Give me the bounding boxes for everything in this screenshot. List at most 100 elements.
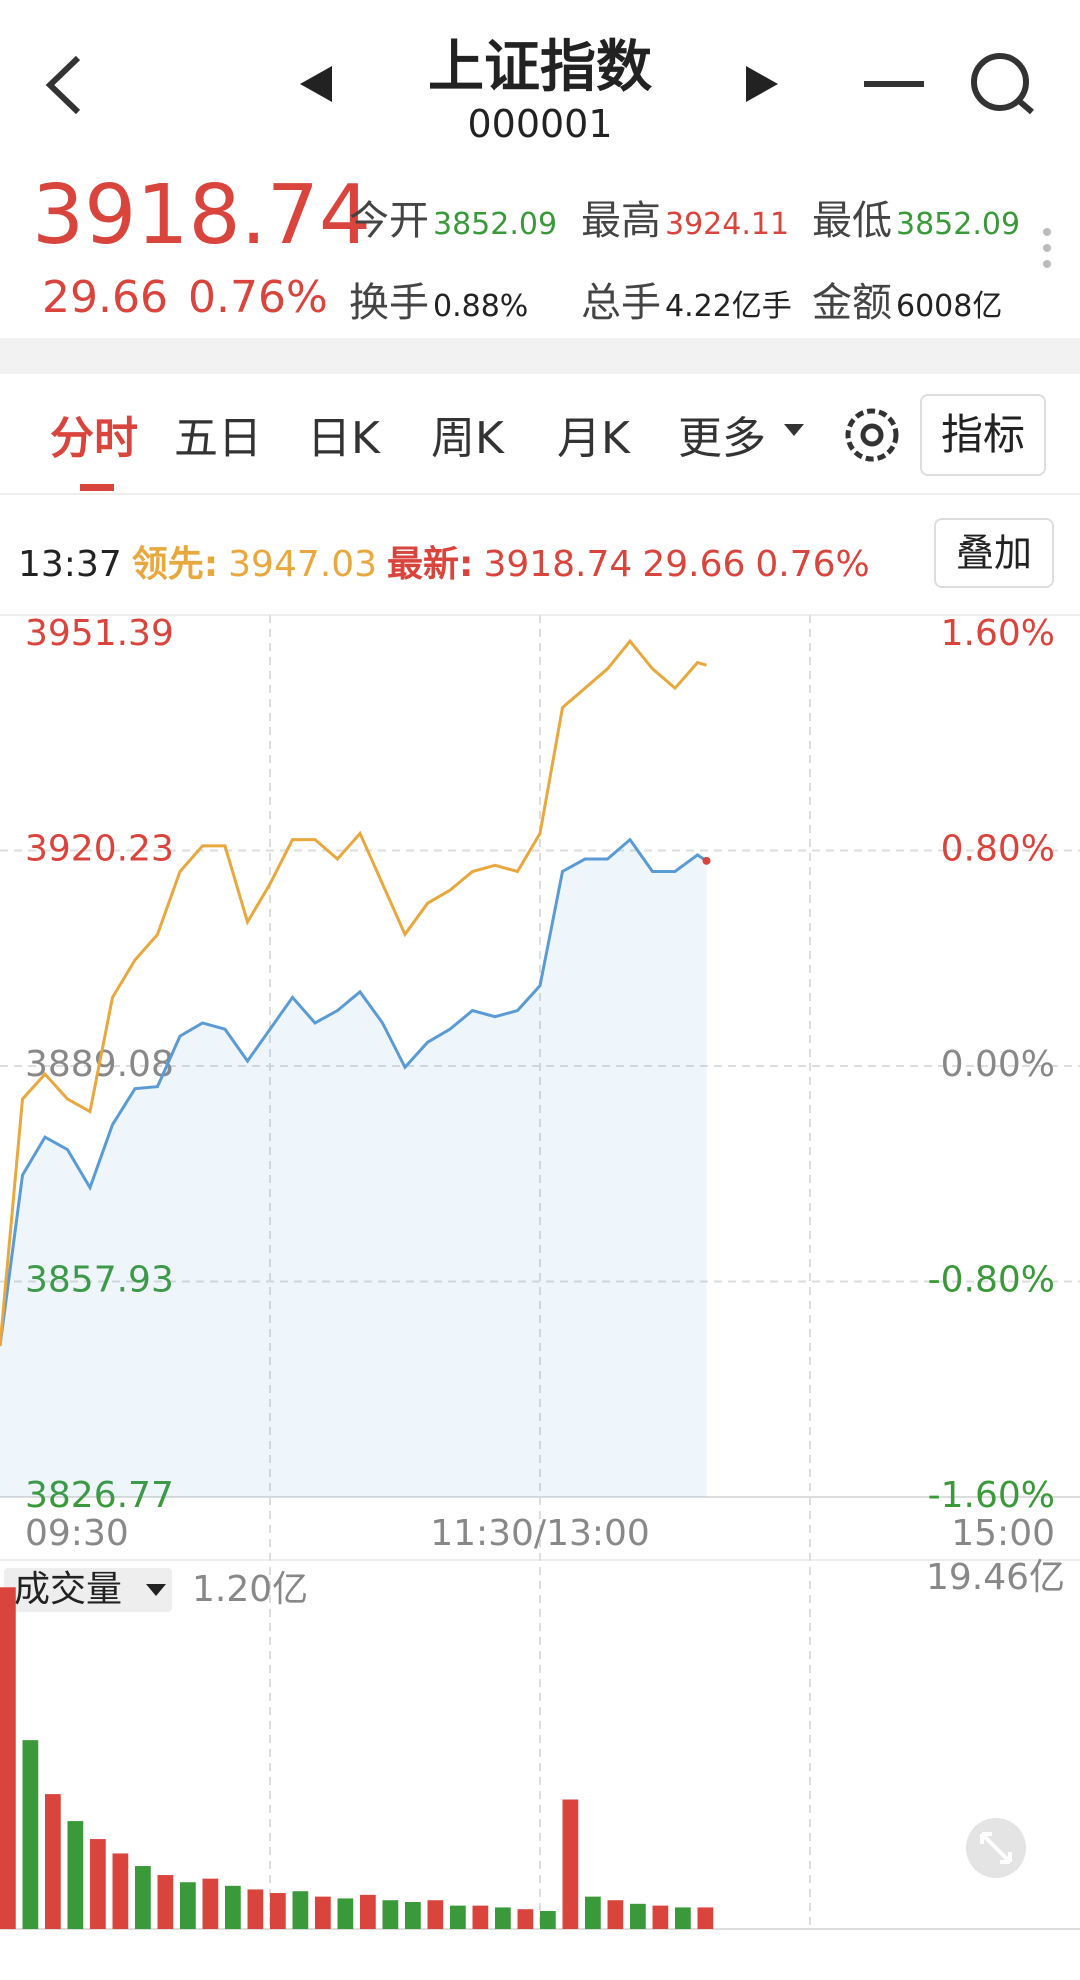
volume-bar	[450, 1905, 466, 1929]
volume-bar	[202, 1878, 219, 1929]
x-tick-label: 11:30/13:00	[430, 1513, 650, 1554]
y2-tick-label: -1.60%	[928, 1475, 1055, 1516]
volume-bar	[270, 1893, 286, 1929]
change: 29.66 0.76%	[42, 272, 328, 323]
stat: 最高 3924.11	[581, 188, 789, 246]
tab[interactable]: 分时	[50, 413, 138, 464]
volume-bar	[675, 1907, 691, 1929]
volume-bar	[360, 1894, 376, 1929]
info-row: 13:37 领先: 3947.03 最新: 3918.74 29.66 0.76%	[18, 535, 880, 587]
volume-bar	[405, 1902, 421, 1929]
tab[interactable]: 周K	[431, 413, 504, 464]
volume-bar	[562, 1799, 579, 1929]
search-button[interactable]	[971, 53, 1034, 115]
volume-current: 1.20亿	[192, 1569, 308, 1610]
volume-bar	[180, 1882, 196, 1929]
volume-bar	[382, 1900, 399, 1929]
price: 3918.74	[32, 168, 372, 263]
volume-bar	[652, 1905, 669, 1929]
stat-value: 0.88%	[433, 289, 529, 324]
y-tick-label: 19.46亿	[926, 1557, 1065, 1598]
title: 上证指数	[428, 35, 652, 100]
y2-tick-label: 0.00%	[941, 1044, 1055, 1085]
latest-label: 最新:	[387, 544, 474, 585]
y2-tick-label: -0.80%	[928, 1260, 1055, 1301]
settings-button[interactable]	[845, 408, 899, 462]
volume-bar	[630, 1903, 646, 1929]
stat-value: 3852.09	[433, 207, 558, 242]
more-dots[interactable]	[1043, 228, 1051, 268]
code: 000001	[467, 102, 613, 146]
stat-label: 最高	[581, 198, 661, 244]
volume-arrow	[146, 1584, 166, 1596]
stat-value: 4.22亿手	[665, 289, 792, 324]
expand-button[interactable]	[966, 1818, 1026, 1878]
prev-button[interactable]	[300, 66, 332, 102]
y2-tick-label: 0.80%	[941, 829, 1055, 870]
tab[interactable]: 日K	[307, 413, 380, 464]
latest-pct: 0.76%	[755, 544, 870, 585]
stat: 今开 3852.09	[349, 188, 557, 246]
separator	[0, 493, 1080, 495]
volume-bar	[247, 1889, 264, 1929]
header-icons	[45, 53, 1051, 462]
volume-bar	[67, 1821, 84, 1929]
lead-label: 领先:	[131, 544, 219, 585]
stat-value: 6008亿	[896, 289, 1003, 324]
y-tick-label: 3951.39	[25, 613, 174, 654]
area	[0, 839, 707, 1497]
latest-change: 29.66	[642, 544, 746, 585]
lead-value: 3947.03	[228, 544, 378, 585]
time: 13:37	[18, 544, 122, 585]
separator	[0, 338, 1080, 374]
x-tick-label: 09:30	[25, 1513, 129, 1554]
overlay-button[interactable]: 叠加	[934, 518, 1054, 588]
volume-bar	[517, 1909, 534, 1929]
volume-label-box[interactable]	[4, 1568, 172, 1612]
volume-label: 成交量	[14, 1569, 122, 1610]
volume-bar	[540, 1911, 556, 1929]
stat: 最低 3852.09	[812, 188, 1020, 246]
y2-tick-label: 1.60%	[941, 613, 1055, 654]
volume-bar	[22, 1740, 39, 1929]
stat-label: 最低	[812, 198, 892, 244]
volume-bar	[157, 1875, 174, 1929]
next-button[interactable]	[746, 66, 778, 102]
volume-bar	[607, 1900, 624, 1929]
volume-bar	[315, 1896, 331, 1929]
volume-bar	[225, 1885, 241, 1929]
volume-bar	[337, 1898, 354, 1929]
stat-label: 金额	[812, 280, 892, 326]
back-button[interactable]	[45, 55, 81, 115]
stat-label: 今开	[349, 198, 429, 244]
tab[interactable]: 五日	[174, 413, 262, 464]
stat-label: 总手	[581, 280, 661, 326]
volume-bar	[472, 1905, 489, 1929]
stat: 金额 6008亿	[812, 270, 1002, 328]
line	[0, 837, 708, 1347]
x-tick-label: 15:00	[951, 1513, 1055, 1554]
y-tick-label: 3920.23	[25, 829, 174, 870]
tab-indicator	[80, 484, 114, 491]
indicator-button[interactable]: 指标	[920, 394, 1046, 476]
volume-bar	[495, 1907, 511, 1929]
volume-bar	[292, 1891, 309, 1929]
tab[interactable]: 月K	[557, 413, 630, 464]
last-point	[702, 856, 711, 865]
stat: 总手 4.22亿手	[581, 270, 792, 328]
volume-bar	[585, 1896, 601, 1929]
latest-value: 3918.74	[483, 544, 633, 585]
y-tick-label: 3826.77	[25, 1475, 174, 1516]
volume-bar	[112, 1853, 129, 1929]
stat-label: 换手	[349, 280, 429, 326]
tab[interactable]: 更多	[678, 413, 766, 464]
stat: 换手 0.88%	[349, 270, 528, 328]
volume-bar	[45, 1794, 61, 1929]
volume-bar	[90, 1839, 106, 1929]
stat-value: 3852.09	[896, 207, 1021, 242]
change-value: 29.66	[42, 272, 168, 323]
more-arrow	[784, 424, 804, 436]
volume-bar	[135, 1866, 151, 1929]
y-tick-label: 3857.93	[25, 1259, 174, 1300]
